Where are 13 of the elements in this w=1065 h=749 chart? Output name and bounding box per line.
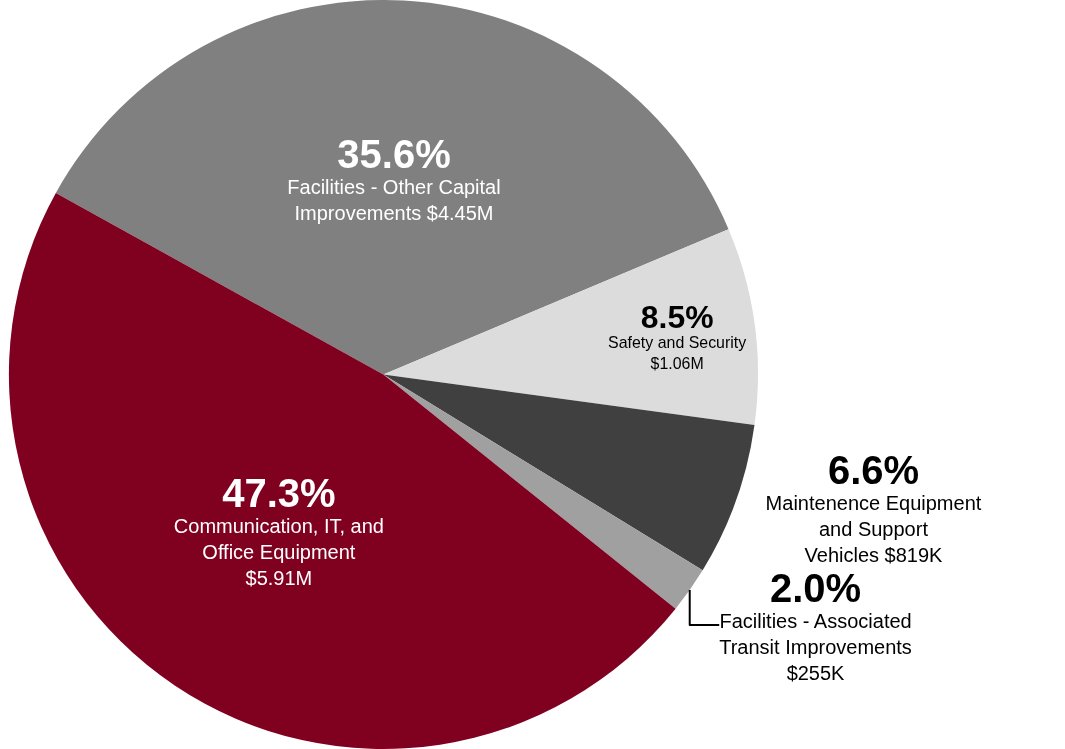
slice-label: Safety and Security $1.06M: [608, 334, 747, 373]
slice-label: Facilities - Other Capital Improvements $4.45M: [287, 175, 501, 224]
data-label: 35.6%: [337, 131, 451, 176]
data-label: 8.5%: [640, 298, 714, 335]
data-label: 47.3%: [222, 471, 336, 516]
pie-slice: [383, 374, 755, 571]
data-label: 2.0%: [769, 566, 862, 611]
slice-label: Maintenence Equipment and Support Vehicles $819K: [765, 492, 982, 567]
data-label: 6.6%: [827, 448, 920, 493]
pie-slice: [383, 374, 703, 609]
slice-label: Communication, IT, and Office Equipment $5.91M: [173, 515, 384, 590]
slice-label: Facilities - Associated Transit Improvements $255K: [719, 610, 912, 685]
pie-slice: [383, 229, 758, 426]
